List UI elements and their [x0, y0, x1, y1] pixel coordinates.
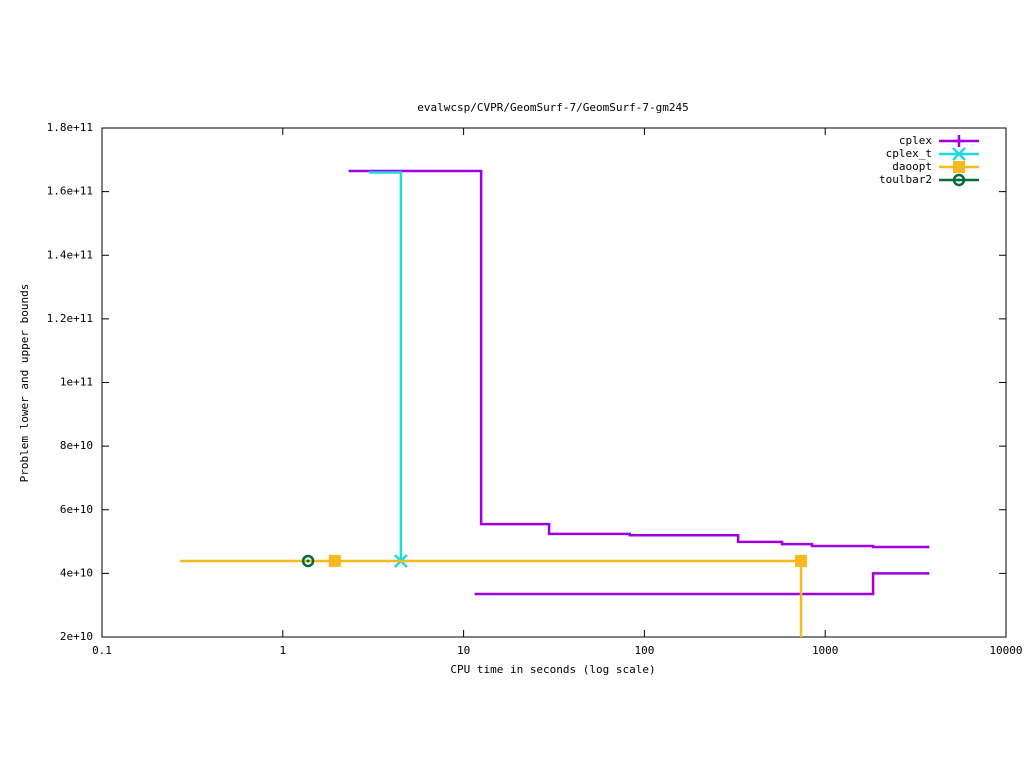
marker [952, 173, 966, 187]
y-tick-label: 1.4e+11 [47, 248, 93, 261]
legend-label: toulbar2 [879, 173, 932, 186]
marker [301, 554, 315, 568]
y-axis-label: Problem lower and upper bounds [18, 284, 31, 483]
y-tick-label: 1.6e+11 [47, 185, 93, 198]
marker [953, 161, 965, 173]
y-tick-label: 8e+10 [60, 439, 93, 452]
y-tick-label: 4e+10 [60, 566, 93, 579]
marker [795, 554, 808, 567]
y-tick-label: 1.8e+11 [47, 121, 93, 134]
y-tick-label: 1.2e+11 [47, 312, 93, 325]
marker [328, 554, 341, 567]
marker [953, 135, 965, 147]
marker [952, 147, 966, 161]
legend-label: cplex_t [886, 147, 932, 160]
x-tick-label: 10000 [989, 644, 1022, 657]
x-tick-label: 10 [457, 644, 470, 657]
plot-area [179, 169, 930, 637]
x-tick-label: 0.1 [92, 644, 112, 657]
legend-label: daoopt [892, 160, 932, 173]
y-tick-label: 1e+11 [60, 376, 93, 389]
x-tick-label: 1 [279, 644, 286, 657]
y-tick-label: 6e+10 [60, 503, 93, 516]
chart-title: evalwcsp/CVPR/GeomSurf-7/GeomSurf-7-gm24… [417, 101, 689, 114]
x-tick-label: 100 [634, 644, 654, 657]
y-tick-label: 2e+10 [60, 630, 93, 643]
x-axis-label: CPU time in seconds (log scale) [450, 663, 655, 676]
x-tick-label: 1000 [812, 644, 839, 657]
legend-label: cplex [899, 134, 932, 147]
